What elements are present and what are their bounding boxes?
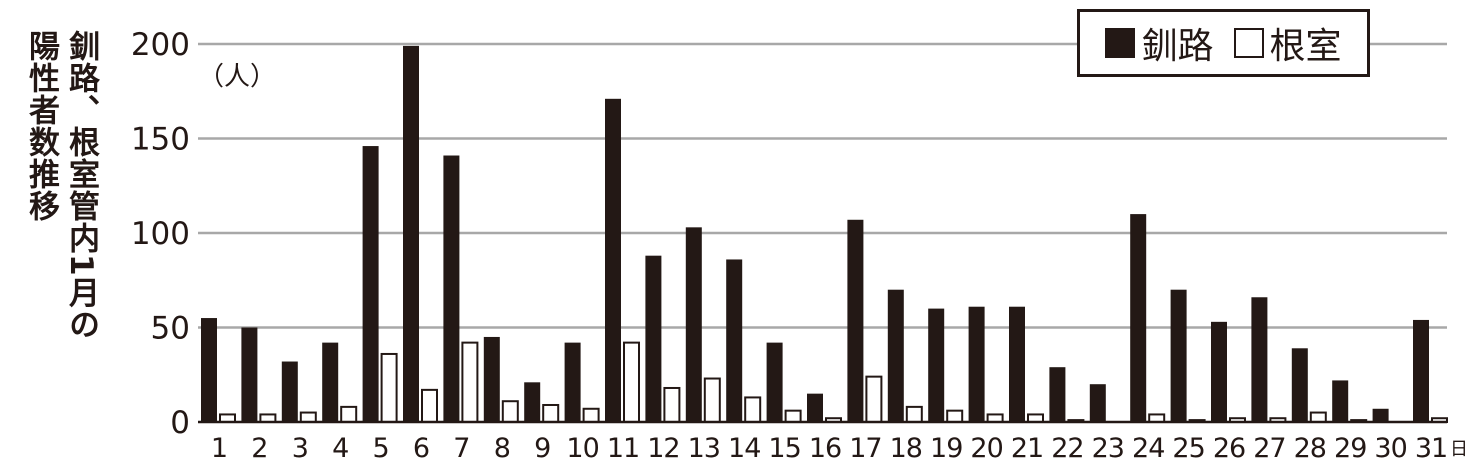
bar-kushiro bbox=[564, 342, 581, 422]
legend-label-kushiro: 釧路 bbox=[1141, 26, 1214, 67]
bar-nemuro bbox=[461, 341, 479, 423]
bar-nemuro bbox=[542, 403, 560, 423]
x-tick-label: 12 bbox=[647, 433, 679, 464]
bar-nemuro bbox=[340, 405, 358, 424]
x-tick-label: 18 bbox=[890, 433, 922, 464]
bar-kushiro bbox=[605, 98, 621, 422]
bar-nemuro bbox=[784, 409, 802, 424]
bar-kushiro bbox=[726, 259, 743, 422]
y-tick-label: 100 bbox=[131, 216, 190, 252]
bar-kushiro bbox=[281, 361, 298, 422]
bar-kushiro bbox=[685, 227, 702, 422]
bar-kushiro bbox=[1372, 408, 1389, 422]
bar-nemuro bbox=[744, 396, 762, 423]
x-tick-label: 28 bbox=[1294, 433, 1326, 464]
bar-nemuro bbox=[1309, 411, 1327, 423]
bar-kushiro bbox=[968, 306, 985, 422]
x-tick-label: 3 bbox=[292, 433, 308, 464]
legend-swatch-nemuro bbox=[1233, 28, 1264, 58]
bar-kushiro bbox=[1049, 367, 1066, 422]
bar-kushiro bbox=[1009, 306, 1025, 422]
x-tick-label: 23 bbox=[1092, 433, 1124, 464]
bar-kushiro bbox=[928, 308, 945, 422]
x-tick-label: 11 bbox=[607, 433, 639, 464]
bar-kushiro bbox=[524, 382, 541, 422]
bar-kushiro bbox=[1251, 297, 1268, 422]
bar-kushiro bbox=[443, 155, 460, 422]
bar-kushiro bbox=[887, 289, 904, 422]
bar-kushiro bbox=[1413, 319, 1429, 422]
bar-nemuro bbox=[865, 375, 883, 424]
y-unit-label: （人） bbox=[198, 62, 277, 92]
bar-kushiro bbox=[241, 327, 258, 422]
bar-nemuro bbox=[703, 377, 721, 423]
x-tick-label: 17 bbox=[849, 433, 881, 464]
x-tick-label: 5 bbox=[373, 433, 389, 464]
x-tick-label: 1 bbox=[211, 433, 227, 464]
x-tick-label: 26 bbox=[1213, 433, 1245, 464]
legend-label-nemuro: 根室 bbox=[1269, 26, 1342, 67]
x-tick-label: 13 bbox=[688, 433, 720, 464]
legend-swatch-kushiro bbox=[1105, 28, 1136, 58]
x-tick-label: 24 bbox=[1132, 433, 1164, 464]
x-tick-label: 21 bbox=[1011, 433, 1043, 464]
bar-kushiro bbox=[201, 318, 217, 422]
bar-kushiro bbox=[1332, 380, 1349, 422]
x-unit-label: 日 bbox=[1450, 439, 1468, 460]
x-tick-label: 31 bbox=[1415, 433, 1447, 464]
bar-nemuro bbox=[582, 407, 600, 423]
chart-title-line-1: 釧路、根室管内1月の bbox=[63, 30, 99, 341]
x-tick-label: 14 bbox=[728, 433, 760, 464]
x-tick-label: 7 bbox=[453, 433, 469, 464]
x-tick-label: 29 bbox=[1334, 433, 1366, 464]
bar-nemuro bbox=[905, 405, 923, 424]
x-tick-label: 15 bbox=[768, 433, 800, 464]
bar-nemuro bbox=[380, 352, 398, 423]
bar-kushiro bbox=[322, 342, 339, 422]
bar-nemuro bbox=[623, 341, 640, 423]
bar-nemuro bbox=[501, 400, 519, 423]
x-tick-label: 10 bbox=[566, 433, 598, 464]
x-tick-label: 6 bbox=[413, 433, 429, 464]
bar-nemuro bbox=[299, 411, 317, 423]
chart-title-line-2: 陽性者数推移 bbox=[23, 30, 59, 222]
bar-kushiro bbox=[1089, 384, 1106, 422]
x-tick-label: 30 bbox=[1374, 433, 1406, 464]
bar-kushiro bbox=[807, 393, 823, 422]
bar-nemuro bbox=[663, 386, 681, 424]
x-tick-label: 22 bbox=[1051, 433, 1083, 464]
bar-kushiro bbox=[766, 342, 783, 422]
x-tick-label: 4 bbox=[332, 433, 348, 464]
x-tick-label: 2 bbox=[251, 433, 267, 464]
x-tick-label: 20 bbox=[970, 433, 1002, 464]
bar-kushiro bbox=[1291, 348, 1308, 422]
y-tick-label: 200 bbox=[131, 27, 190, 63]
legend: 釧路 根室 bbox=[1077, 9, 1370, 77]
bar-kushiro bbox=[847, 219, 864, 422]
bar-kushiro bbox=[1130, 214, 1147, 422]
bar-kushiro bbox=[483, 336, 500, 422]
x-tick-label: 9 bbox=[534, 433, 550, 464]
y-tick-label: 50 bbox=[151, 311, 190, 347]
bar-kushiro bbox=[1170, 289, 1187, 422]
x-tick-label: 16 bbox=[809, 433, 841, 464]
x-tick-label: 27 bbox=[1253, 433, 1285, 464]
y-tick-label: 150 bbox=[131, 122, 190, 158]
y-tick-label: 0 bbox=[170, 405, 190, 441]
bar-nemuro bbox=[421, 388, 438, 423]
x-tick-label: 8 bbox=[494, 433, 510, 464]
bar-kushiro bbox=[1211, 321, 1227, 422]
bar-kushiro bbox=[403, 45, 419, 422]
bar-kushiro bbox=[362, 146, 379, 422]
bar-nemuro bbox=[946, 409, 964, 424]
x-tick-label: 25 bbox=[1172, 433, 1204, 464]
bar-kushiro bbox=[645, 255, 662, 422]
x-tick-label: 19 bbox=[930, 433, 962, 464]
